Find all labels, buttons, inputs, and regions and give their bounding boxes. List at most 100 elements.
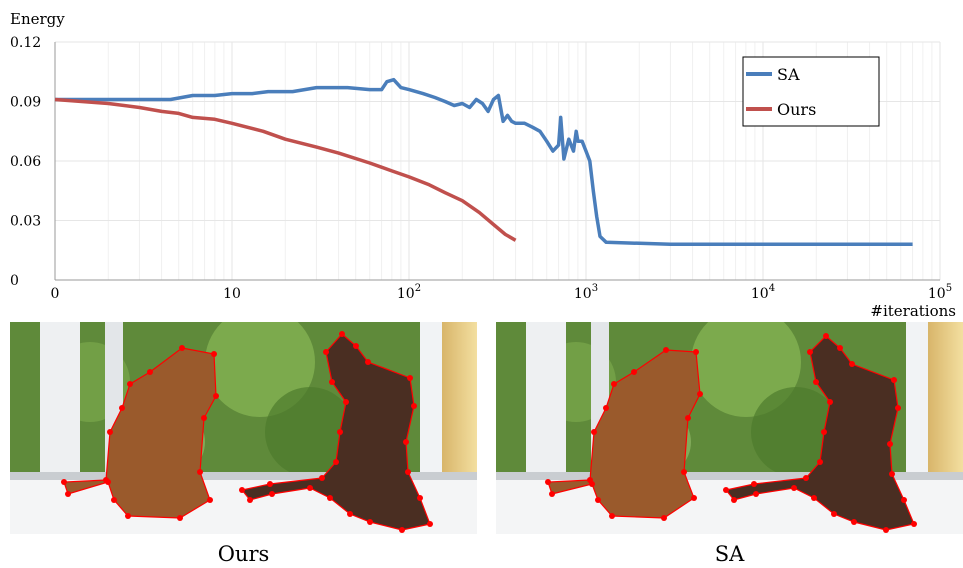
contour-point (803, 475, 809, 481)
contour-point (827, 399, 833, 405)
contour-point (813, 379, 819, 385)
tick-labels: 0 0.03 0.06 0.09 0.12 0 10 102 103 104 105 (10, 35, 952, 302)
contour-point (179, 345, 185, 351)
legend: SA Ours (742, 56, 880, 127)
legend-label-sa: SA (777, 65, 800, 84)
contour-point (177, 515, 183, 521)
contour-point (213, 393, 219, 399)
contour-point (811, 495, 817, 501)
series-line-sa (55, 77, 913, 247)
contour-point (609, 513, 615, 519)
contour-point (347, 511, 353, 517)
contour-point (197, 469, 203, 475)
x-tick-exponent: 3 (592, 283, 598, 294)
result-image-sa (496, 322, 963, 534)
contour-point (201, 415, 207, 421)
contour-point (837, 345, 843, 351)
contour-point (817, 459, 823, 465)
foliage-patch (265, 387, 355, 477)
cats-scene-sa (496, 322, 963, 534)
contour-point (851, 519, 857, 525)
contour-point (367, 519, 373, 525)
y-tick-label: 0.12 (10, 35, 41, 51)
contour-point (611, 381, 617, 387)
contour-point (587, 477, 593, 483)
series-line-ours (54, 97, 517, 242)
x-tick-label: 105 (928, 283, 952, 302)
sill-shadow (10, 472, 477, 480)
y-tick-label: 0.09 (10, 95, 41, 111)
contour-point (831, 511, 837, 517)
x-tick-label: 103 (574, 283, 598, 302)
window-frame-left (40, 322, 80, 492)
cat-left (63, 347, 217, 519)
legend-box (742, 56, 880, 127)
contour-point (751, 481, 757, 487)
contour-points (61, 331, 433, 533)
contour-point (591, 429, 597, 435)
contour-point (327, 495, 333, 501)
energy-chart: 00.030.060.090.120 10 102 103 104 105 Energy … (10, 10, 956, 320)
contour-point (405, 469, 411, 475)
contour-point (631, 369, 637, 375)
contour-point (887, 441, 893, 447)
contour-point (337, 429, 343, 435)
contour-point (65, 491, 71, 497)
contour-point (723, 487, 729, 493)
contour-point (661, 515, 667, 521)
contour-point (365, 359, 371, 365)
x-tick-label: 10 (223, 286, 241, 302)
contour-point (269, 491, 275, 497)
contour-point (883, 527, 889, 533)
x-tick-label: 0 (51, 286, 60, 302)
contour-point (111, 497, 117, 503)
contour-point (61, 479, 67, 485)
x-axis-label: #iterations (870, 302, 956, 320)
contour-point (403, 439, 409, 445)
cat-left (547, 349, 701, 519)
x-tick-exponent: 2 (415, 283, 421, 294)
contour-point (753, 491, 759, 497)
contour-point (663, 347, 669, 353)
y-tick-label: 0.03 (10, 214, 41, 230)
contour-point (307, 485, 313, 491)
contour-point (319, 475, 325, 481)
cats-scene-ours (10, 322, 477, 534)
contour-point (681, 469, 687, 475)
contour-point (323, 349, 329, 355)
contour-point (549, 491, 555, 497)
contour-point (207, 497, 213, 503)
contour-point (427, 521, 433, 527)
contour-point (239, 487, 245, 493)
caption-ours: Ours (217, 542, 270, 566)
foliage-patch (751, 387, 841, 477)
contour-point (911, 521, 917, 527)
contour-point (595, 497, 601, 503)
contour-point (685, 415, 691, 421)
contour-point (849, 361, 855, 367)
x-tick-exponent: 5 (946, 283, 952, 294)
x-tick-label: 104 (751, 283, 775, 302)
contour-point (691, 495, 697, 501)
contour-point (329, 379, 335, 385)
legend-label-ours: Ours (777, 100, 816, 119)
contour-points (545, 333, 917, 533)
contour-point (333, 459, 339, 465)
sill-shadow (496, 472, 963, 480)
contour-point (545, 479, 551, 485)
contour-point (103, 477, 109, 483)
contour-point (603, 405, 609, 411)
contour-point (697, 391, 703, 397)
contour-point (895, 405, 901, 411)
contour-point (891, 377, 897, 383)
contour-point (399, 527, 405, 533)
contour-point (807, 349, 813, 355)
axes (54, 42, 940, 281)
x-tick-label: 102 (397, 283, 421, 302)
window-frame-left (526, 322, 566, 492)
contour-point (247, 497, 253, 503)
contour-point (125, 513, 131, 519)
contour-point (119, 405, 125, 411)
contour-point (147, 369, 153, 375)
contour-point (417, 495, 423, 501)
